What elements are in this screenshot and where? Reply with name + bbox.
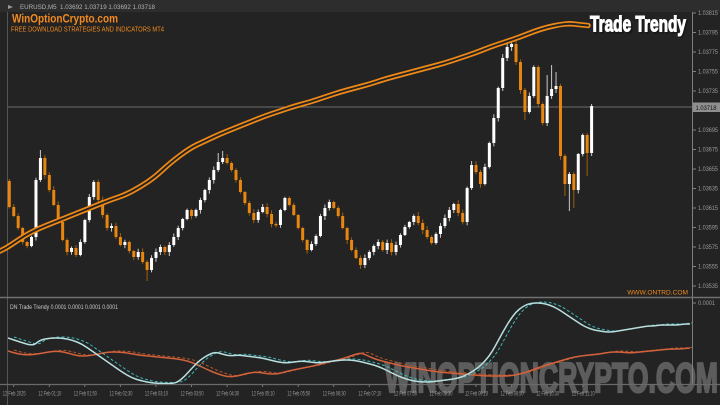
svg-text:1.03555: 1.03555 [698, 264, 718, 271]
svg-text:WINOPTIONCRYPTO.COM: WINOPTIONCRYPTO.COM [385, 354, 718, 401]
svg-text:1.03815: 1.03815 [698, 10, 718, 17]
svg-text:1.03755: 1.03755 [698, 69, 718, 76]
svg-text:FREE DOWNLOAD STRATEGIES AND I: FREE DOWNLOAD STRATEGIES AND INDICATORS … [11, 27, 164, 34]
svg-text:1.03595: 1.03595 [698, 225, 718, 232]
svg-text:12 Feb 09:50: 12 Feb 09:50 [501, 391, 524, 398]
svg-text:Trade Trendy: Trade Trendy [590, 12, 687, 37]
svg-text:12 Feb 02:30: 12 Feb 02:30 [109, 391, 132, 398]
svg-text:DN Trade Trendy 0.0001 0.0001: DN Trade Trendy 0.0001 0.0001 0.0001 0.0… [10, 304, 118, 311]
svg-text:12 Feb 09:10: 12 Feb 09:10 [465, 391, 488, 398]
svg-text:12 Feb 05:50: 12 Feb 05:50 [287, 391, 310, 398]
svg-text:1.03695: 1.03695 [698, 127, 718, 134]
svg-text:EURUSD,M5 1.03692 1.03719 1.0: EURUSD,M5 1.03692 1.03719 1.03692 1.0371… [20, 4, 155, 11]
svg-text:WinOptionCrypto.com: WinOptionCrypto.com [12, 12, 118, 26]
svg-text:12 Feb 07:50: 12 Feb 07:50 [394, 391, 417, 398]
svg-text:12 Feb 03:10: 12 Feb 03:10 [145, 391, 168, 398]
svg-text:1.03615: 1.03615 [698, 205, 718, 212]
svg-text:1.03635: 1.03635 [698, 186, 718, 193]
svg-text:0.0001: 0.0001 [698, 300, 715, 307]
svg-text:1.03718: 1.03718 [696, 105, 717, 112]
svg-text:1.03675: 1.03675 [698, 147, 718, 154]
svg-text:12 Feb 01:10: 12 Feb 01:10 [38, 391, 61, 398]
svg-text:1.03655: 1.03655 [698, 166, 718, 173]
svg-text:12 Feb 06:30: 12 Feb 06:30 [323, 391, 346, 398]
svg-text:1.03575: 1.03575 [698, 244, 718, 251]
svg-text:12 Feb 03:50: 12 Feb 03:50 [181, 391, 204, 398]
svg-text:12 Feb 08:30: 12 Feb 08:30 [429, 391, 452, 398]
svg-text:1.03535: 1.03535 [698, 283, 718, 290]
svg-text:12 Feb 10:30: 12 Feb 10:30 [536, 391, 559, 398]
svg-text:Trade Trendy: Trade Trendy [592, 13, 689, 38]
svg-text:1.03735: 1.03735 [698, 88, 718, 95]
svg-text:1.03775: 1.03775 [698, 49, 718, 56]
svg-text:WWW.ONTRD.COM: WWW.ONTRD.COM [627, 290, 688, 297]
svg-text:12 Feb 01:50: 12 Feb 01:50 [74, 391, 97, 398]
svg-text:12 Feb 05:10: 12 Feb 05:10 [252, 391, 275, 398]
svg-text:12 Feb 07:10: 12 Feb 07:10 [358, 391, 381, 398]
svg-text:12 Feb 2025: 12 Feb 2025 [3, 391, 26, 398]
svg-text:1.03795: 1.03795 [698, 30, 718, 37]
svg-text:12 Feb 11:10: 12 Feb 11:10 [572, 391, 595, 398]
svg-text:12 Feb 04:30: 12 Feb 04:30 [216, 391, 239, 398]
